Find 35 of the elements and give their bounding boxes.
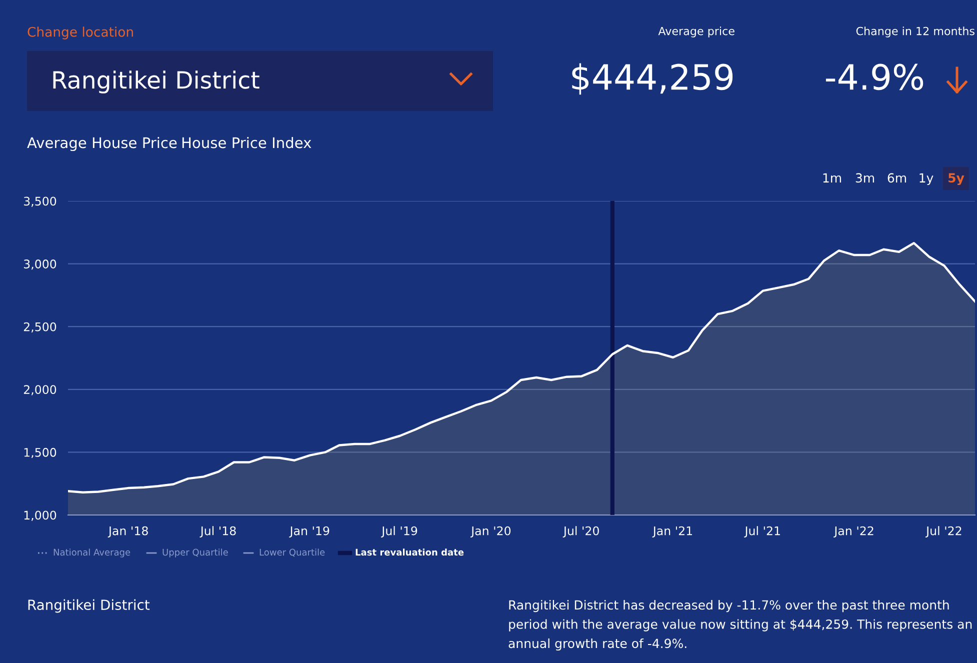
text: 6m — [888, 173, 906, 183]
x-tick-label: Jan '19 — [289, 526, 330, 538]
x-tick-label: Jul '22 — [925, 526, 962, 538]
x-tick-label: Jul '19 — [381, 526, 418, 538]
text: House Price Index — [182, 136, 312, 148]
text: Change location — [28, 26, 133, 40]
y-tick-label: 1,000 — [24, 510, 56, 521]
legend-label: Last revaluation date — [356, 548, 464, 556]
text: 1m — [823, 173, 842, 182]
x-tick-label: Jan '21 — [652, 526, 692, 538]
x-tick-label: Jul '21 — [744, 526, 780, 538]
text: Average price — [658, 26, 734, 38]
y-tick-label: 2,000 — [24, 385, 56, 396]
text: Average House Price — [27, 136, 177, 152]
text: -4.9% — [826, 64, 924, 90]
x-tick-label: Jan '22 — [834, 526, 874, 538]
text: $444,259 — [572, 63, 733, 95]
text: Rangitikei District — [28, 599, 150, 613]
x-tick-label: Jul '18 — [200, 526, 236, 538]
text: 1y — [920, 173, 934, 186]
x-tick-label: Jul '20 — [562, 526, 599, 538]
text: Rangitikei District has decreased by -11.7% over the past three month period with the average value now sitting at $444,259. This represents an annual growth rate of -4.9%. — [508, 600, 972, 651]
text: Upper Quartile — [162, 548, 228, 558]
y-tick-label: 1,500 — [24, 448, 56, 458]
x-tick-label: Jan '18 — [108, 526, 148, 538]
text: 3m — [856, 173, 874, 183]
y-tick-label: 3,000 — [24, 260, 56, 270]
x-tick-label: Jan '20 — [470, 526, 511, 538]
y-tick-label: 3,500 — [24, 196, 56, 207]
chart-title: Rangitikei District — [53, 70, 260, 94]
y-tick-label: 2,500 — [24, 322, 56, 332]
text: Lower Quartile — [260, 548, 325, 557]
text: National Average — [54, 548, 130, 558]
text: 5y — [948, 173, 964, 186]
text: Change in 12 months — [856, 26, 974, 38]
